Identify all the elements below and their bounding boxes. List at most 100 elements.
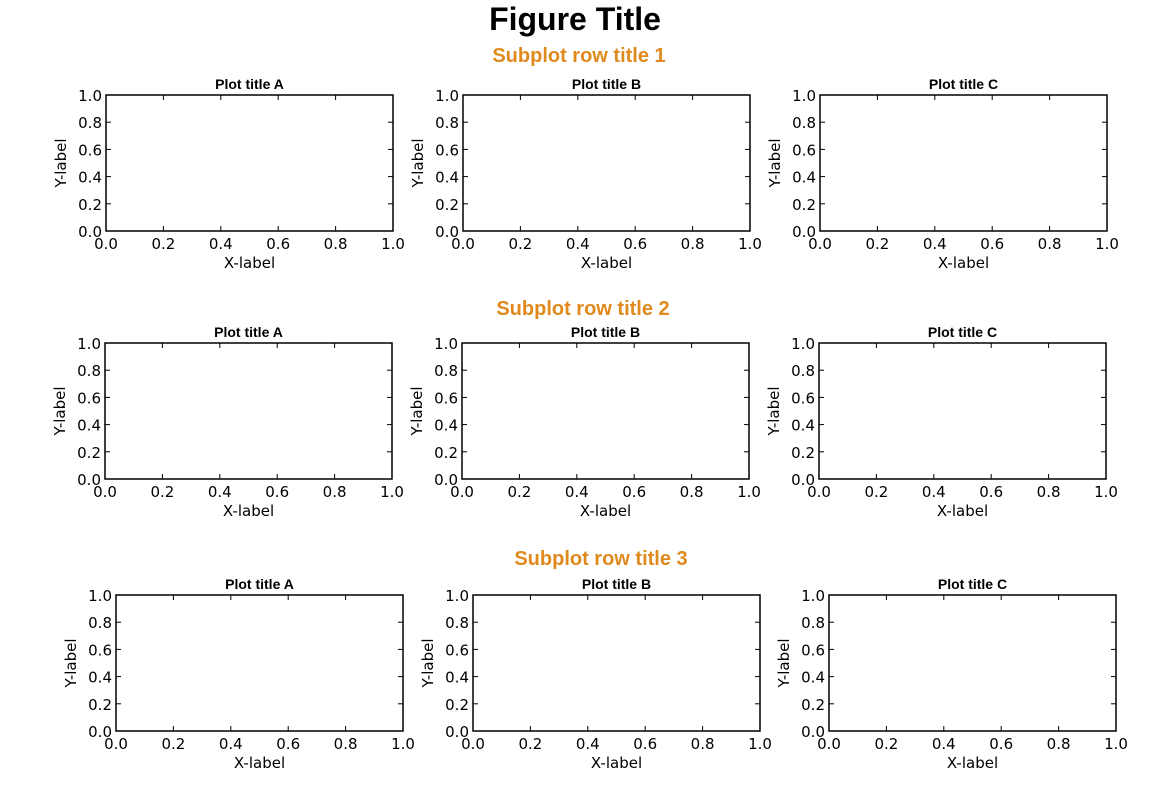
x-tick-label: 0.0 xyxy=(808,235,832,253)
x-tick-label: 0.0 xyxy=(451,235,475,253)
x-tick-label: 1.0 xyxy=(391,735,415,753)
y-tick-label: 0.0 xyxy=(78,223,102,241)
y-tick-label: 0.0 xyxy=(801,723,825,741)
y-axis-label: Y-label xyxy=(408,386,426,436)
x-tick-label: 0.6 xyxy=(980,235,1004,253)
x-axis-label: X-label xyxy=(591,754,642,772)
y-tick-label: 0.8 xyxy=(801,614,825,632)
plot-title: Plot title A xyxy=(215,76,284,92)
x-tick-label: 0.8 xyxy=(1047,735,1071,753)
x-tick-label: 0.6 xyxy=(622,483,646,501)
plot-title: Plot title C xyxy=(938,576,1007,592)
plot-title: Plot title C xyxy=(929,76,998,92)
y-tick-label: 0.6 xyxy=(434,389,458,407)
x-axis-label: X-label xyxy=(937,502,988,520)
y-tick-label: 0.0 xyxy=(434,471,458,489)
y-tick-label: 0.8 xyxy=(78,114,102,132)
y-tick-label: 0.2 xyxy=(77,444,101,462)
x-tick-label: 0.6 xyxy=(623,235,647,253)
x-tick-label: 1.0 xyxy=(1104,735,1128,753)
y-tick-label: 1.0 xyxy=(801,587,825,605)
y-tick-label: 0.2 xyxy=(791,444,815,462)
x-tick-label: 1.0 xyxy=(737,483,761,501)
subplot-r1-a: Plot title A 0.0 0.2 0.4 0.6 0.8 1.0 0.0 0.2 0.4 0… xyxy=(52,76,405,272)
subplot-r1-c: Plot title C 0.0 0.2 0.4 0.6 0.8 1.0 0.0 0.2 0.4 0… xyxy=(766,76,1119,272)
x-tick-label: 0.8 xyxy=(324,235,348,253)
x-tick-label: 0.2 xyxy=(865,235,889,253)
y-tick-label: 0.6 xyxy=(801,641,825,659)
x-tick-label: 0.6 xyxy=(989,735,1013,753)
x-tick-label: 0.8 xyxy=(681,235,705,253)
row-title-3: Subplot row title 3 xyxy=(514,548,687,570)
x-tick-label: 0.6 xyxy=(979,483,1003,501)
x-tick-label: 1.0 xyxy=(1095,235,1119,253)
x-tick-label: 0.2 xyxy=(150,483,174,501)
x-tick-label: 0.2 xyxy=(508,235,532,253)
x-tick-label: 0.4 xyxy=(565,483,589,501)
x-tick-label: 1.0 xyxy=(748,735,772,753)
x-axis-label: X-label xyxy=(223,502,274,520)
y-tick-label: 0.2 xyxy=(434,444,458,462)
x-tick-label: 0.0 xyxy=(817,735,841,753)
y-tick-label: 1.0 xyxy=(434,335,458,353)
y-tick-label: 0.2 xyxy=(445,696,469,714)
axes-frame xyxy=(472,594,761,732)
x-tick-label: 0.0 xyxy=(461,735,485,753)
axes-frame xyxy=(461,342,750,480)
y-axis-label: Y-label xyxy=(51,386,69,436)
x-tick-label: 0.6 xyxy=(276,735,300,753)
plot-title: Plot title A xyxy=(225,576,294,592)
y-tick-label: 0.6 xyxy=(77,389,101,407)
row-title-1: Subplot row title 1 xyxy=(492,45,665,67)
axes-frame xyxy=(105,94,394,232)
y-tick-label: 1.0 xyxy=(445,587,469,605)
x-tick-label: 0.4 xyxy=(576,735,600,753)
y-tick-label: 0.8 xyxy=(791,362,815,380)
y-tick-label: 0.0 xyxy=(792,223,816,241)
subplot-r2-a: Plot title A 0.0 0.2 0.4 0.6 0.8 1.0 0.0 0.2 0.4 0… xyxy=(51,324,404,520)
y-tick-label: 0.6 xyxy=(792,141,816,159)
x-tick-label: 0.0 xyxy=(807,483,831,501)
y-tick-label: 1.0 xyxy=(77,335,101,353)
y-tick-label: 0.4 xyxy=(435,169,459,187)
y-tick-label: 1.0 xyxy=(88,587,112,605)
x-tick-label: 0.8 xyxy=(334,735,358,753)
y-tick-label: 0.4 xyxy=(77,417,101,435)
x-tick-label: 0.4 xyxy=(932,735,956,753)
x-tick-label: 0.2 xyxy=(864,483,888,501)
x-tick-label: 0.6 xyxy=(266,235,290,253)
y-tick-label: 0.2 xyxy=(78,196,102,214)
y-tick-label: 0.0 xyxy=(445,723,469,741)
x-tick-label: 0.4 xyxy=(219,735,243,753)
x-tick-label: 0.6 xyxy=(265,483,289,501)
x-tick-label: 0.2 xyxy=(151,235,175,253)
y-axis-label: Y-label xyxy=(52,138,70,188)
y-tick-label: 1.0 xyxy=(792,87,816,105)
subplot-grid: Plot title A 0.0 0.2 0.4 0.6 0.8 1.0 0.0 0.2 0.4 0… xyxy=(51,76,1128,772)
plot-title: Plot title B xyxy=(582,576,651,592)
x-axis-label: X-label xyxy=(234,754,285,772)
y-tick-label: 0.2 xyxy=(801,696,825,714)
x-axis-label: X-label xyxy=(224,254,275,272)
x-tick-label: 0.8 xyxy=(680,483,704,501)
y-tick-label: 0.4 xyxy=(801,669,825,687)
subplot-r3-a: Plot title A 0.0 0.2 0.4 0.6 0.8 1.0 0.0 0.2 0.4 0… xyxy=(62,576,415,772)
y-axis-label: Y-label xyxy=(765,386,783,436)
y-tick-label: 0.2 xyxy=(435,196,459,214)
subplot-r2-c: Plot title C 0.0 0.2 0.4 0.6 0.8 1.0 0.0 0.2 0.4 0… xyxy=(765,324,1118,520)
y-tick-label: 0.6 xyxy=(445,641,469,659)
y-tick-label: 0.2 xyxy=(88,696,112,714)
y-tick-label: 1.0 xyxy=(435,87,459,105)
y-tick-label: 0.4 xyxy=(792,169,816,187)
subplot-r3-b: Plot title B 0.0 0.2 0.4 0.6 0.8 1.0 0.0 0.2 0.4 0… xyxy=(419,576,772,772)
y-tick-label: 0.8 xyxy=(445,614,469,632)
x-axis-label: X-label xyxy=(580,502,631,520)
y-tick-label: 0.8 xyxy=(435,114,459,132)
x-axis-label: X-label xyxy=(581,254,632,272)
x-tick-label: 1.0 xyxy=(381,235,405,253)
x-tick-label: 0.4 xyxy=(208,483,232,501)
subplot-r1-b: Plot title B 0.0 0.2 0.4 0.6 0.8 1.0 0.0 0.2 0.4 0… xyxy=(409,76,762,272)
plot-title: Plot title B xyxy=(571,324,640,340)
y-tick-label: 0.0 xyxy=(435,223,459,241)
axes-frame xyxy=(819,94,1108,232)
